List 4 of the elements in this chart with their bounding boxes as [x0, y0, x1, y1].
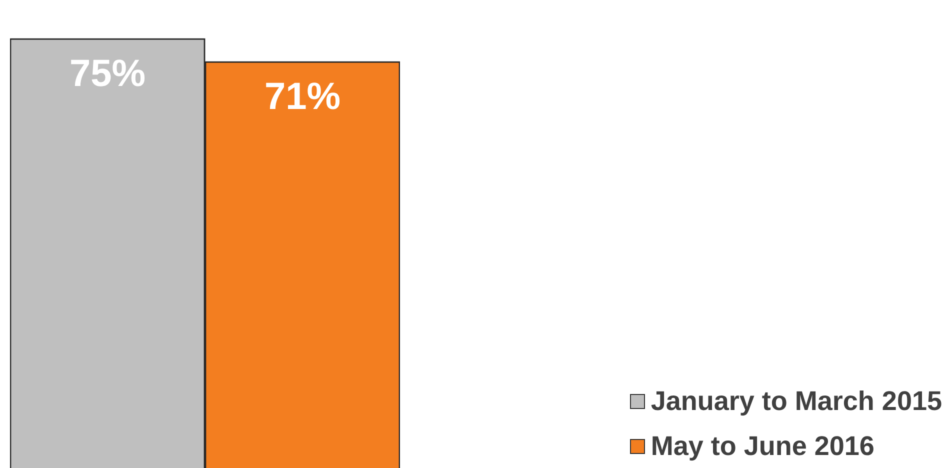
data-label: 71% [264, 76, 341, 118]
data-label: 75% [69, 53, 146, 96]
legend-label: May to June 2016 [650, 431, 874, 462]
text: January to March 2015 [650, 386, 942, 417]
